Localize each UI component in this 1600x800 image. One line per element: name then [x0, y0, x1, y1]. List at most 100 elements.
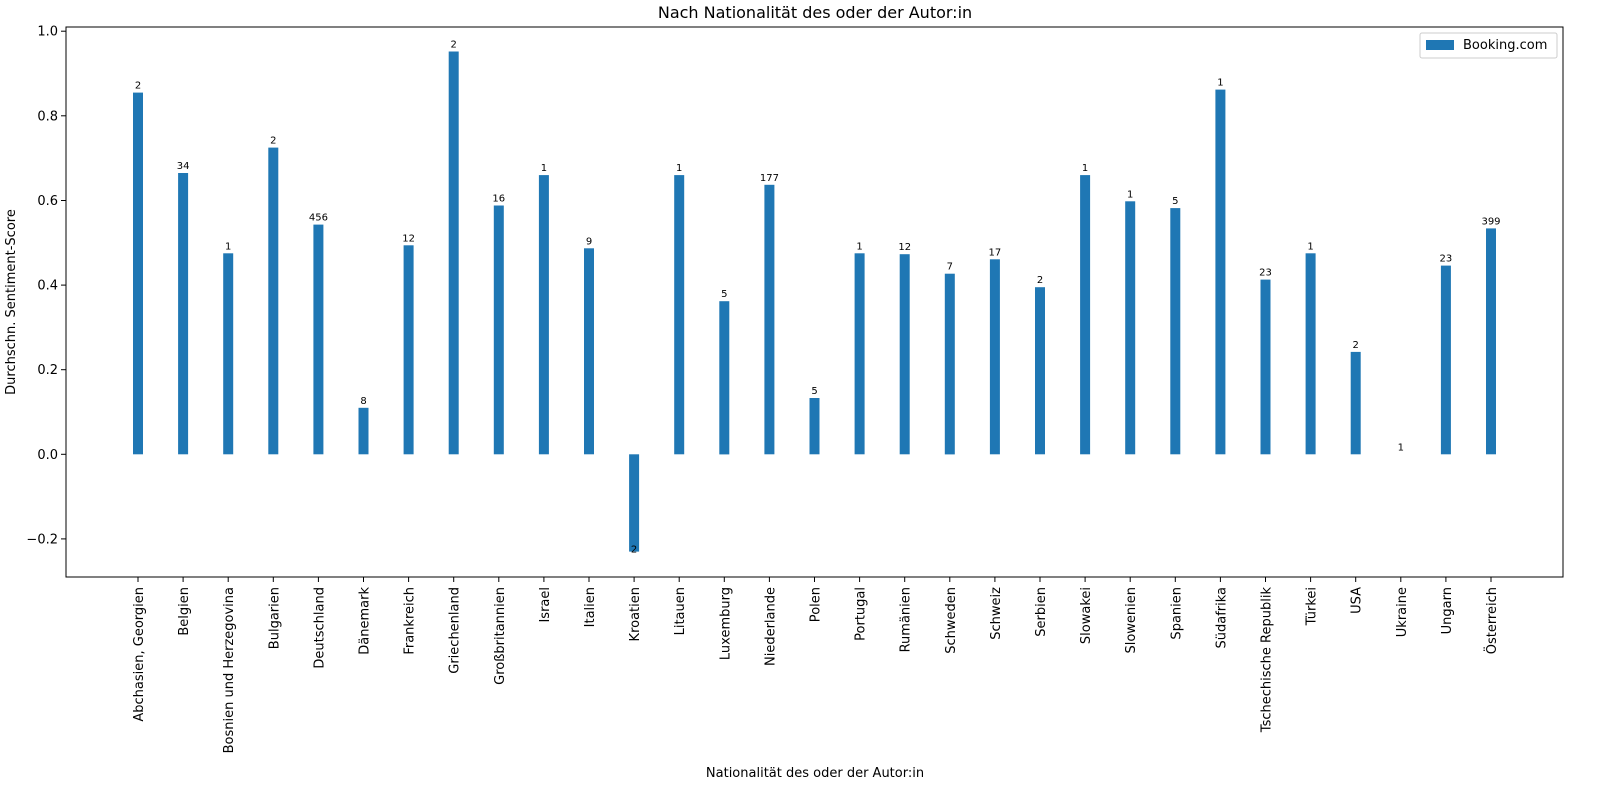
bar-8: [448, 51, 459, 455]
x-axis-label: Nationalität des oder der Autor:in: [706, 766, 924, 781]
x-tick-label-18: Rumänien: [899, 587, 914, 652]
x-tick-label-15: Niederlande: [763, 587, 778, 666]
bar-6: [358, 407, 369, 455]
bar-7: [403, 245, 414, 455]
plot-area-frame: [65, 26, 1564, 578]
bar-2: [178, 173, 189, 455]
x-tick-label-24: Spanien: [1169, 587, 1184, 640]
data-label-31: 399: [1481, 216, 1500, 227]
x-tick-label-20: Schweiz: [989, 587, 1004, 640]
x-tick-label-1: Abchasien, Georgien: [132, 587, 147, 722]
data-label-12: 2: [631, 545, 637, 556]
x-tick-label-11: Italien: [583, 587, 598, 627]
bar-12: [629, 454, 640, 552]
x-tick-label-22: Slowakei: [1079, 587, 1094, 644]
data-label-4: 2: [270, 136, 276, 147]
data-label-25: 1: [1217, 78, 1223, 89]
data-label-27: 1: [1307, 241, 1313, 252]
x-tick-label-23: Slowenien: [1124, 587, 1139, 654]
data-label-18: 12: [898, 242, 911, 253]
data-label-19: 7: [947, 262, 953, 273]
x-tick-label-3: Bosnien und Herzegovina: [222, 587, 237, 753]
data-label-3: 1: [225, 241, 231, 252]
bar-24: [1170, 208, 1181, 455]
data-label-24: 5: [1172, 196, 1178, 207]
y-tick-label-5: 0.6: [37, 194, 58, 209]
data-label-8: 2: [451, 40, 457, 51]
bar-18: [899, 254, 910, 455]
data-label-11: 9: [586, 236, 592, 247]
bar-5: [313, 224, 324, 455]
bar-15: [764, 184, 775, 455]
legend-swatch: [1426, 40, 1454, 50]
bar-23: [1125, 201, 1136, 455]
legend-box: [1419, 32, 1558, 59]
bar-31: [1486, 228, 1496, 455]
bar-1: [133, 92, 143, 455]
legend-label: Booking.com: [1463, 38, 1547, 53]
x-tick-label-12: Kroatien: [628, 587, 643, 641]
bar-30: [1440, 265, 1451, 455]
bar-22: [1080, 175, 1091, 455]
y-axis: −0.2 0.0 0.2 0.4 0.6 0.8 1.0: [26, 25, 66, 547]
bar-19: [944, 273, 955, 455]
bar-28: [1350, 351, 1361, 455]
bar-21: [1035, 287, 1045, 455]
y-tick-label-2: 0.0: [37, 448, 58, 463]
data-label-14: 5: [721, 289, 727, 300]
x-tick-label-4: Bulgarien: [267, 587, 282, 649]
data-label-23: 1: [1127, 189, 1133, 200]
data-label-6: 8: [360, 396, 366, 407]
x-tick-label-14: Luxemburg: [718, 587, 733, 660]
bar-10: [538, 175, 549, 455]
chart-title: Nach Nationalität des oder der Autor:in: [658, 3, 972, 22]
x-tick-label-6: Dänemark: [358, 587, 373, 655]
bar-20: [989, 259, 1000, 455]
data-label-16: 5: [811, 386, 817, 397]
x-tick-label-16: Polen: [809, 587, 824, 622]
data-label-5: 456: [309, 213, 328, 224]
data-label-13: 1: [676, 163, 682, 174]
bar-25: [1215, 89, 1226, 455]
data-label-1: 2: [135, 81, 141, 92]
data-label-2: 34: [177, 161, 190, 172]
bar-11: [584, 248, 594, 455]
bar-4: [268, 147, 279, 455]
x-tick-label-13: Litauen: [673, 587, 688, 635]
data-label-21: 2: [1037, 275, 1043, 286]
data-label-17: 1: [856, 241, 862, 252]
bar-9: [493, 205, 504, 455]
bar-3: [223, 253, 234, 455]
bar-14: [719, 301, 730, 455]
data-label-10: 1: [541, 163, 547, 174]
bar-13: [674, 175, 685, 455]
bar-16: [809, 398, 820, 455]
data-label-9: 16: [492, 194, 505, 205]
x-tick-label-29: Ukraine: [1395, 587, 1410, 637]
data-label-28: 2: [1353, 340, 1359, 351]
y-tick-label-1: −0.2: [26, 532, 58, 547]
data-label-22: 1: [1082, 163, 1088, 174]
x-tick-label-21: Serbien: [1034, 587, 1049, 637]
data-label-30: 23: [1440, 254, 1453, 265]
y-tick-label-7: 1.0: [37, 25, 58, 40]
x-tick-label-7: Frankreich: [403, 587, 418, 655]
bar-17: [854, 253, 865, 455]
x-tick-label-25: Südafrika: [1214, 587, 1229, 649]
x-tick-label-30: Ungarn: [1440, 587, 1455, 634]
y-tick-label-4: 0.4: [37, 279, 58, 294]
data-label-29: 1: [1398, 442, 1404, 453]
data-label-15: 177: [760, 173, 779, 184]
x-tick-label-19: Schweden: [944, 587, 959, 654]
x-tick-label-31: Österreich: [1483, 587, 1500, 654]
x-tick-label-9: Großbritannien: [493, 587, 508, 685]
legend: Booking.com: [1419, 32, 1558, 59]
x-tick-label-17: Portugal: [854, 587, 869, 641]
bar-26: [1260, 279, 1271, 455]
y-tick-label-3: 0.2: [37, 363, 58, 378]
y-tick-label-6: 0.8: [37, 109, 58, 124]
data-label-26: 23: [1259, 268, 1272, 279]
x-tick-label-10: Israel: [538, 587, 553, 623]
